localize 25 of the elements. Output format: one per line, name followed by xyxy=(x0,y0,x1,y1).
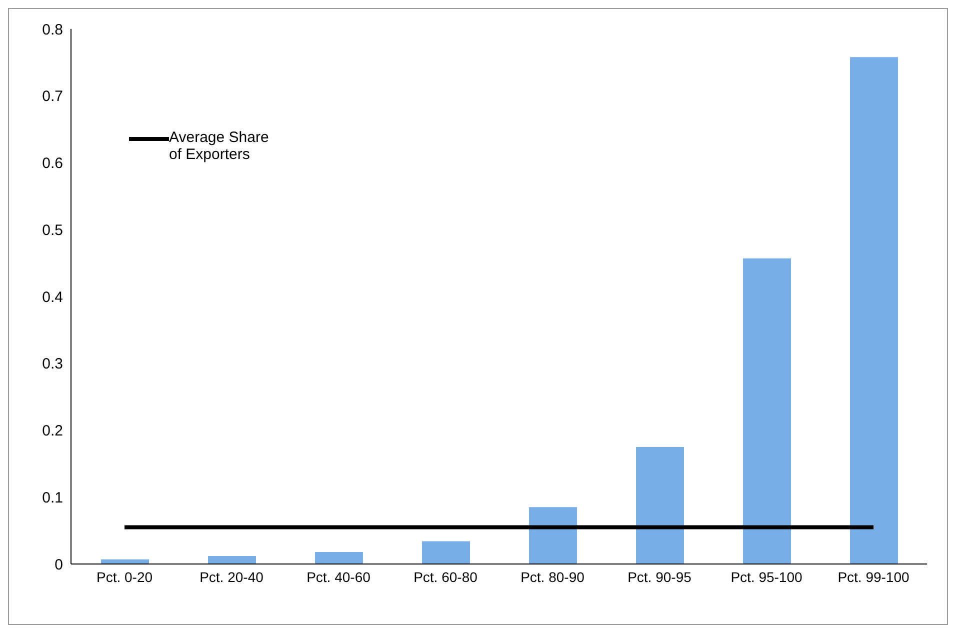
bar xyxy=(529,507,577,564)
x-tick-label: Pct. 60-80 xyxy=(414,568,478,585)
bar xyxy=(422,541,470,564)
y-tick-label: 0.1 xyxy=(42,489,63,506)
bar xyxy=(208,556,256,564)
y-tick-label: 0.7 xyxy=(42,88,63,106)
y-tick-label: 0.4 xyxy=(42,288,63,306)
legend-label: Average Share of Exporters xyxy=(169,129,270,163)
y-tick-label: 0.8 xyxy=(42,21,63,38)
x-tick-label: Pct. 80-90 xyxy=(520,568,585,585)
bar xyxy=(743,258,791,564)
y-tick-label: 0.2 xyxy=(42,422,63,440)
x-tick-label: Pct. 40-60 xyxy=(306,568,371,585)
bar xyxy=(850,57,898,564)
y-tick-label: 0 xyxy=(54,556,63,574)
x-tick-label: Pct. 99-100 xyxy=(838,568,910,585)
x-tick-label: Pct. 90-95 xyxy=(628,568,692,585)
y-tick-label: 0.3 xyxy=(42,356,63,373)
x-tick-label: Pct. 95-100 xyxy=(730,568,803,585)
x-tick-label: Pct. 20-40 xyxy=(200,568,264,585)
bar xyxy=(636,446,684,564)
bar xyxy=(315,552,363,564)
y-tick-label: 0.6 xyxy=(42,155,63,172)
y-tick-label: 0.5 xyxy=(42,222,63,239)
x-tick-label: Pct. 0-20 xyxy=(96,568,153,585)
